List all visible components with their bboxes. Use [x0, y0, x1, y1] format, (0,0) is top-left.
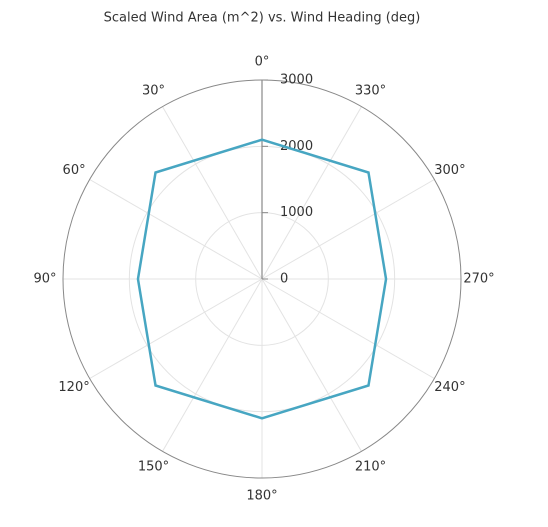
angle-tick-label: 120°: [58, 380, 89, 395]
radial-tick-label: 3000: [280, 73, 313, 88]
spoke-grid-line: [89, 278, 263, 379]
angle-tick-label: 0°: [255, 55, 270, 70]
radial-tick-label: 0: [280, 272, 288, 287]
angle-tick-label: 240°: [434, 380, 465, 395]
spoke-grid-line: [89, 179, 263, 280]
radial-tick-label: 1000: [280, 205, 313, 220]
chart-title: Scaled Wind Area (m^2) vs. Wind Heading …: [104, 11, 421, 26]
angle-tick-label: 300°: [434, 163, 465, 178]
spoke-grid-line: [261, 278, 435, 379]
angle-tick-label: 150°: [138, 459, 169, 474]
angle-tick-label: 270°: [463, 272, 494, 287]
spoke-grid-line: [261, 278, 362, 452]
data-line: [136, 138, 388, 420]
spoke-grid-line: [261, 106, 362, 280]
angle-tick-label: 180°: [246, 489, 277, 504]
angle-tick-label: 30°: [142, 84, 165, 99]
radial-tick-label: 2000: [280, 139, 313, 154]
angle-tick-label: 210°: [355, 459, 386, 474]
angle-tick-label: 90°: [33, 272, 56, 287]
spoke-grid-line: [162, 106, 263, 280]
spoke-grid-line: [162, 278, 263, 452]
spoke-grid-line: [261, 179, 435, 280]
angle-tick-label: 60°: [63, 163, 86, 178]
angle-tick-label: 330°: [355, 84, 386, 99]
